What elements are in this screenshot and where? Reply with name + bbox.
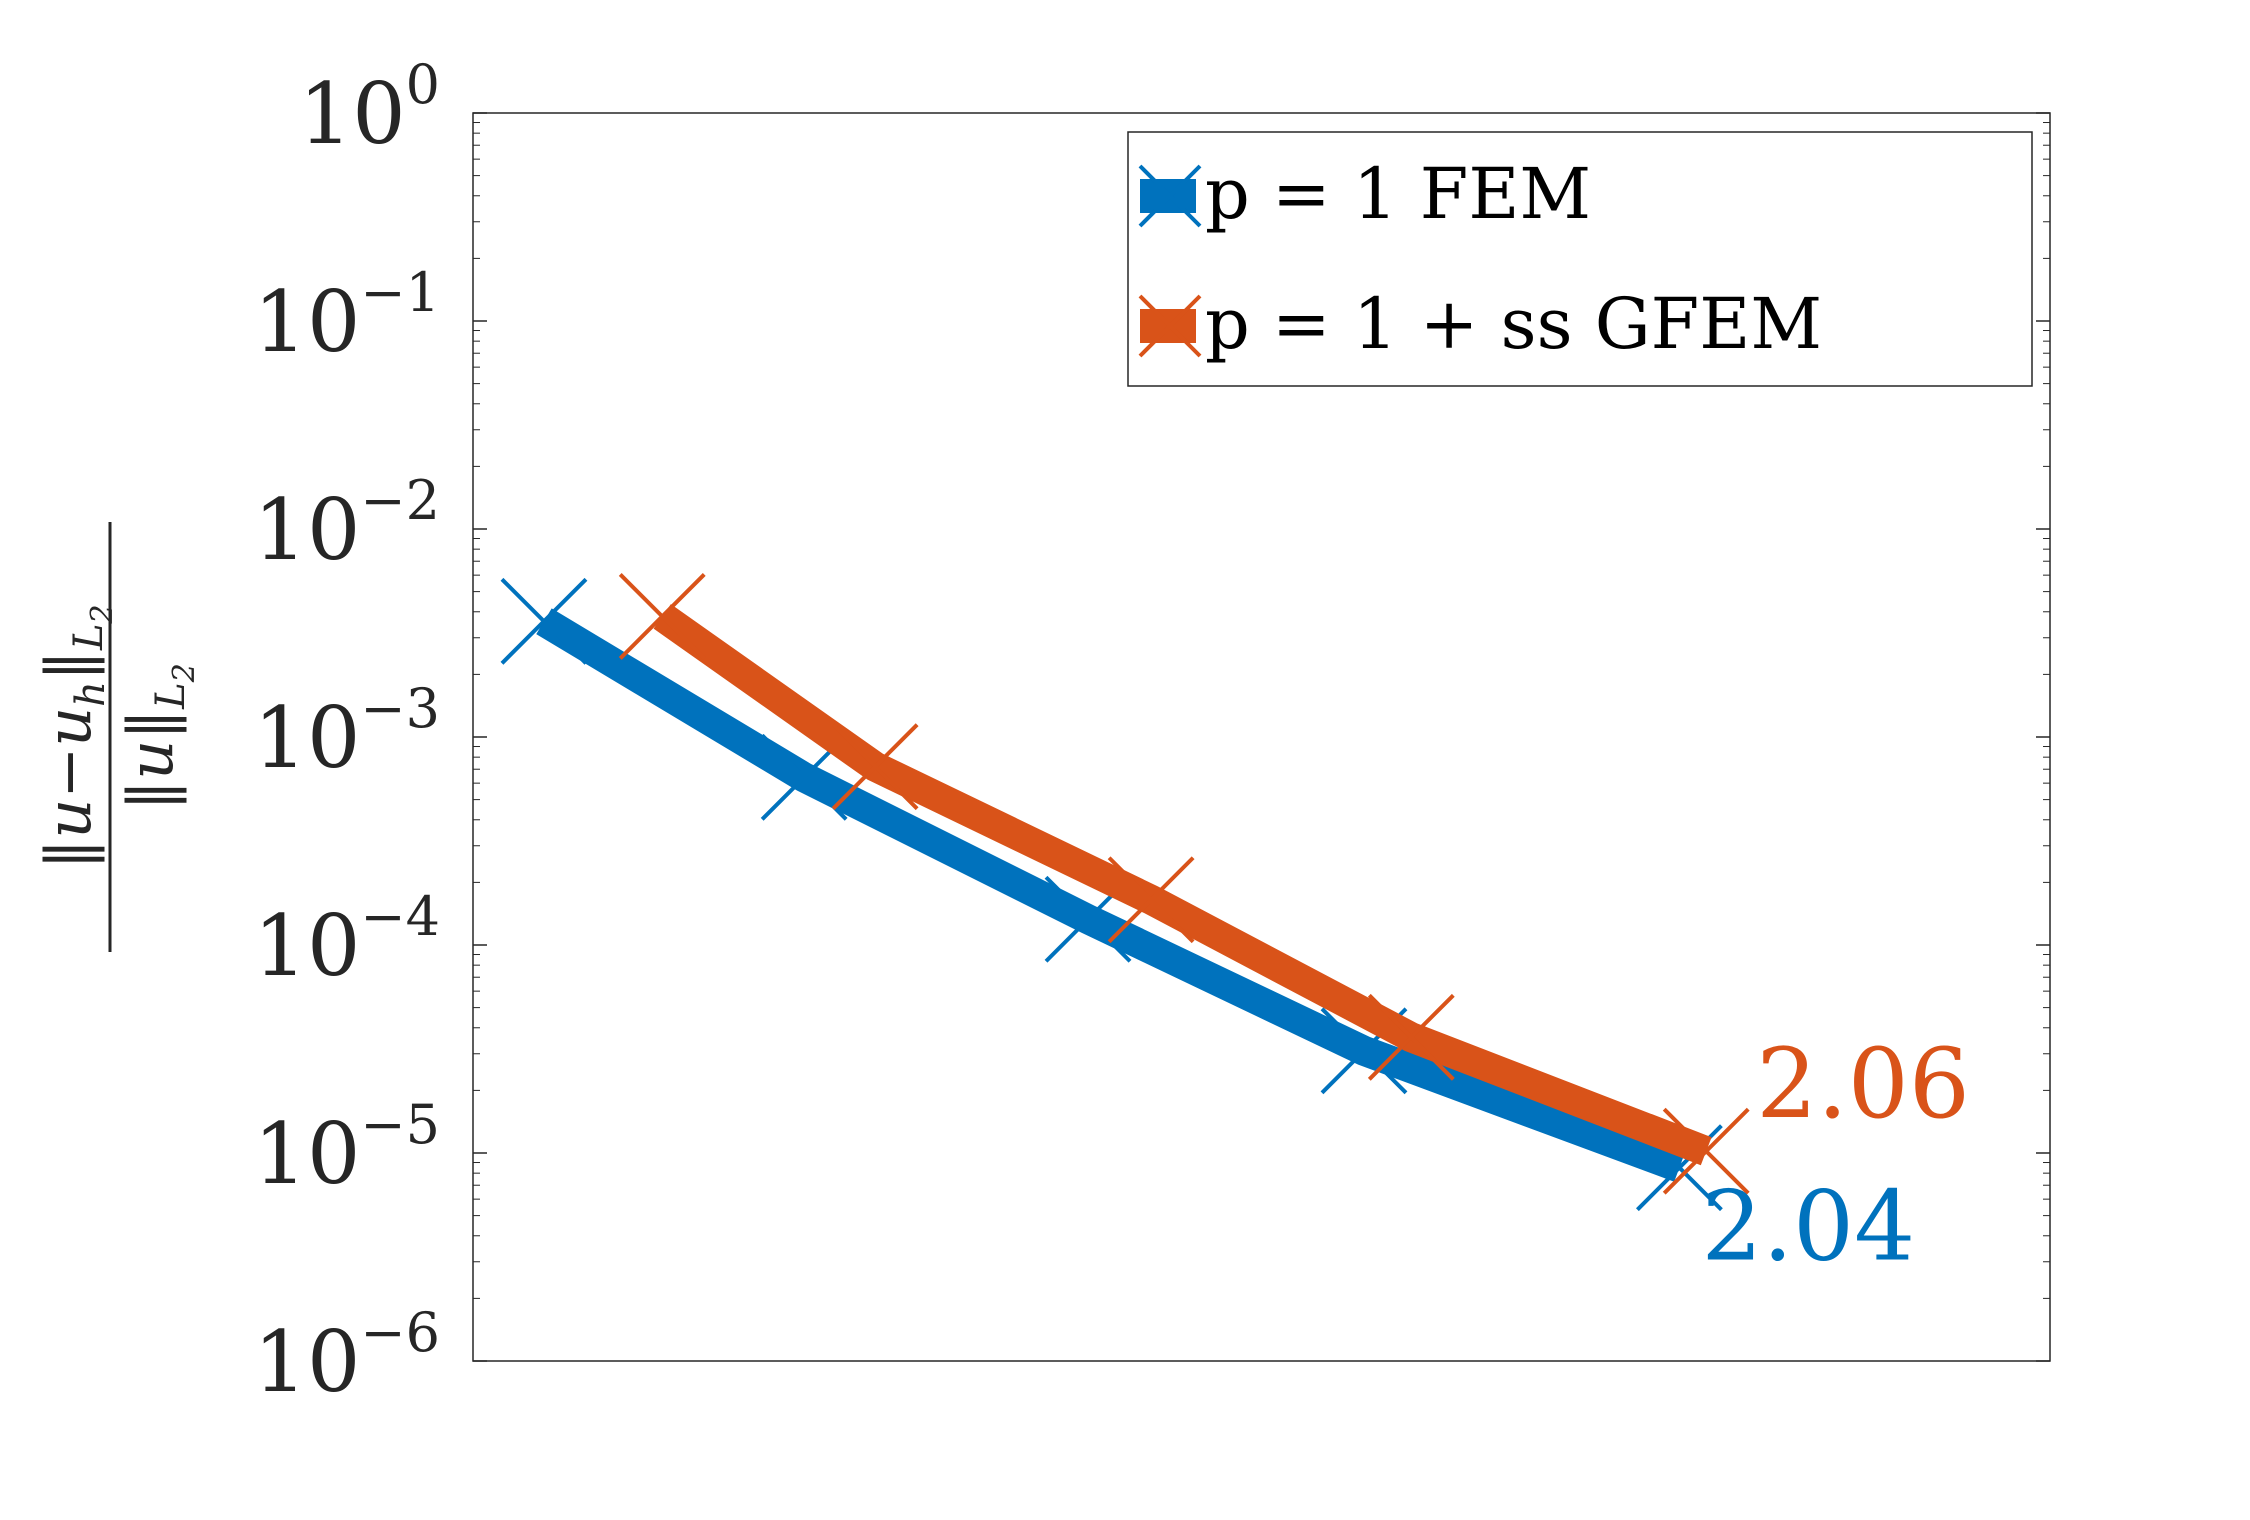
rate-label-0: 2.04: [1701, 1171, 1915, 1283]
legend-box: [1127, 131, 2033, 387]
y-axis-label: ‖u−uh‖L2 ‖u‖L2: [32, 522, 202, 952]
y-tick-label: 10−4: [254, 885, 441, 995]
y-tick-label: 10−1: [254, 261, 441, 371]
legend-item-gfem: p = 1 + ss GFEM: [1138, 283, 1822, 365]
legend: p = 1 FEM p = 1 + ss GFEM: [1127, 131, 2033, 387]
series-marker-1: [831, 723, 919, 811]
legend-label-fem: p = 1 FEM: [1205, 153, 1591, 235]
y-label-denominator: ‖u‖L2: [114, 663, 202, 811]
y-tick-label: 100: [299, 53, 440, 163]
series-layer: [500, 572, 1750, 1212]
y-label-numerator: ‖u−uh‖L2: [32, 604, 120, 869]
legend-marker-fem: [1138, 164, 1202, 228]
y-axis: 100 10−1 10−2 10−3 10−4 10−5 10−6: [254, 53, 2050, 1411]
series-marker-1: [618, 572, 706, 660]
series-marker-1: [1662, 1107, 1750, 1195]
y-tick-label: 10−6: [254, 1301, 441, 1411]
y-tick-label: 10−5: [254, 1093, 441, 1203]
legend-label-gfem: p = 1 + ss GFEM: [1205, 283, 1822, 365]
rate-label-1: 2.06: [1756, 1028, 1970, 1140]
series-marker-1: [1107, 856, 1195, 944]
legend-item-fem: p = 1 FEM: [1138, 153, 1591, 235]
legend-marker-gfem: [1138, 294, 1202, 358]
series-marker-1: [1367, 993, 1455, 1081]
series-marker-0: [500, 577, 588, 665]
y-tick-label: 10−3: [254, 677, 441, 787]
rate-labels: 2.04 2.06: [1701, 1028, 1970, 1282]
y-tick-label: 10−2: [254, 469, 441, 579]
